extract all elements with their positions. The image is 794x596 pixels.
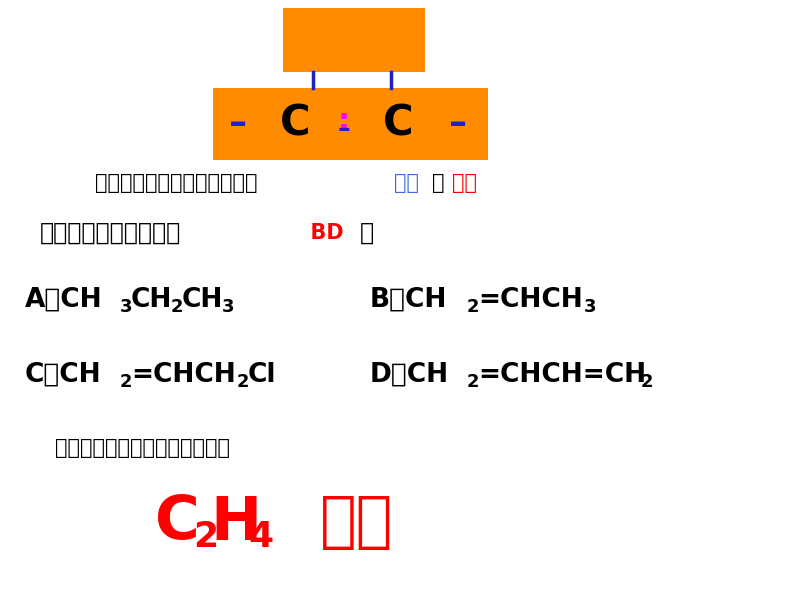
Text: 乙烯: 乙烯 (320, 493, 393, 552)
Text: ）: ） (360, 221, 374, 245)
Text: –: – (229, 107, 247, 141)
Text: =CHCH=CH: =CHCH=CH (478, 362, 646, 388)
Text: 2: 2 (237, 373, 249, 391)
Text: C: C (155, 493, 200, 552)
Text: 2: 2 (467, 373, 480, 391)
Text: 象这种分子中含有碳碳双键的: 象这种分子中含有碳碳双键的 (95, 173, 257, 193)
Text: 3: 3 (120, 298, 133, 316)
Text: CH: CH (182, 287, 223, 313)
Bar (213, 88, 488, 160)
Text: 下列属于烯烃的是：（: 下列属于烯烃的是：（ (40, 221, 181, 245)
Text: 4: 4 (248, 520, 273, 554)
Text: 3: 3 (584, 298, 596, 316)
Text: Cl: Cl (248, 362, 276, 388)
Text: 思考：最简单的烯烃分子式是：: 思考：最简单的烯烃分子式是： (55, 438, 230, 458)
Text: 2: 2 (641, 373, 653, 391)
Text: 2: 2 (467, 298, 480, 316)
Text: D、CH: D、CH (370, 362, 449, 388)
Text: C: C (383, 103, 414, 145)
Text: A、CH: A、CH (25, 287, 102, 313)
Text: 叫: 叫 (432, 173, 445, 193)
Text: 2: 2 (120, 373, 133, 391)
Text: H: H (210, 493, 261, 552)
Text: B、CH: B、CH (370, 287, 447, 313)
Text: 烯烃: 烯烃 (452, 173, 477, 193)
Text: :: : (338, 107, 350, 135)
Text: =CHCH: =CHCH (478, 287, 583, 313)
Text: 3: 3 (222, 298, 234, 316)
Bar (283, 8, 425, 72)
Text: CH: CH (131, 287, 172, 313)
Text: 烃类: 烃类 (394, 173, 419, 193)
Text: C、CH: C、CH (25, 362, 102, 388)
Text: C: C (279, 103, 310, 145)
Text: –: – (337, 117, 350, 141)
Text: =CHCH: =CHCH (131, 362, 236, 388)
Text: –: – (449, 107, 467, 141)
Text: BD: BD (296, 223, 358, 243)
Text: 2: 2 (193, 520, 218, 554)
Text: 2: 2 (171, 298, 183, 316)
